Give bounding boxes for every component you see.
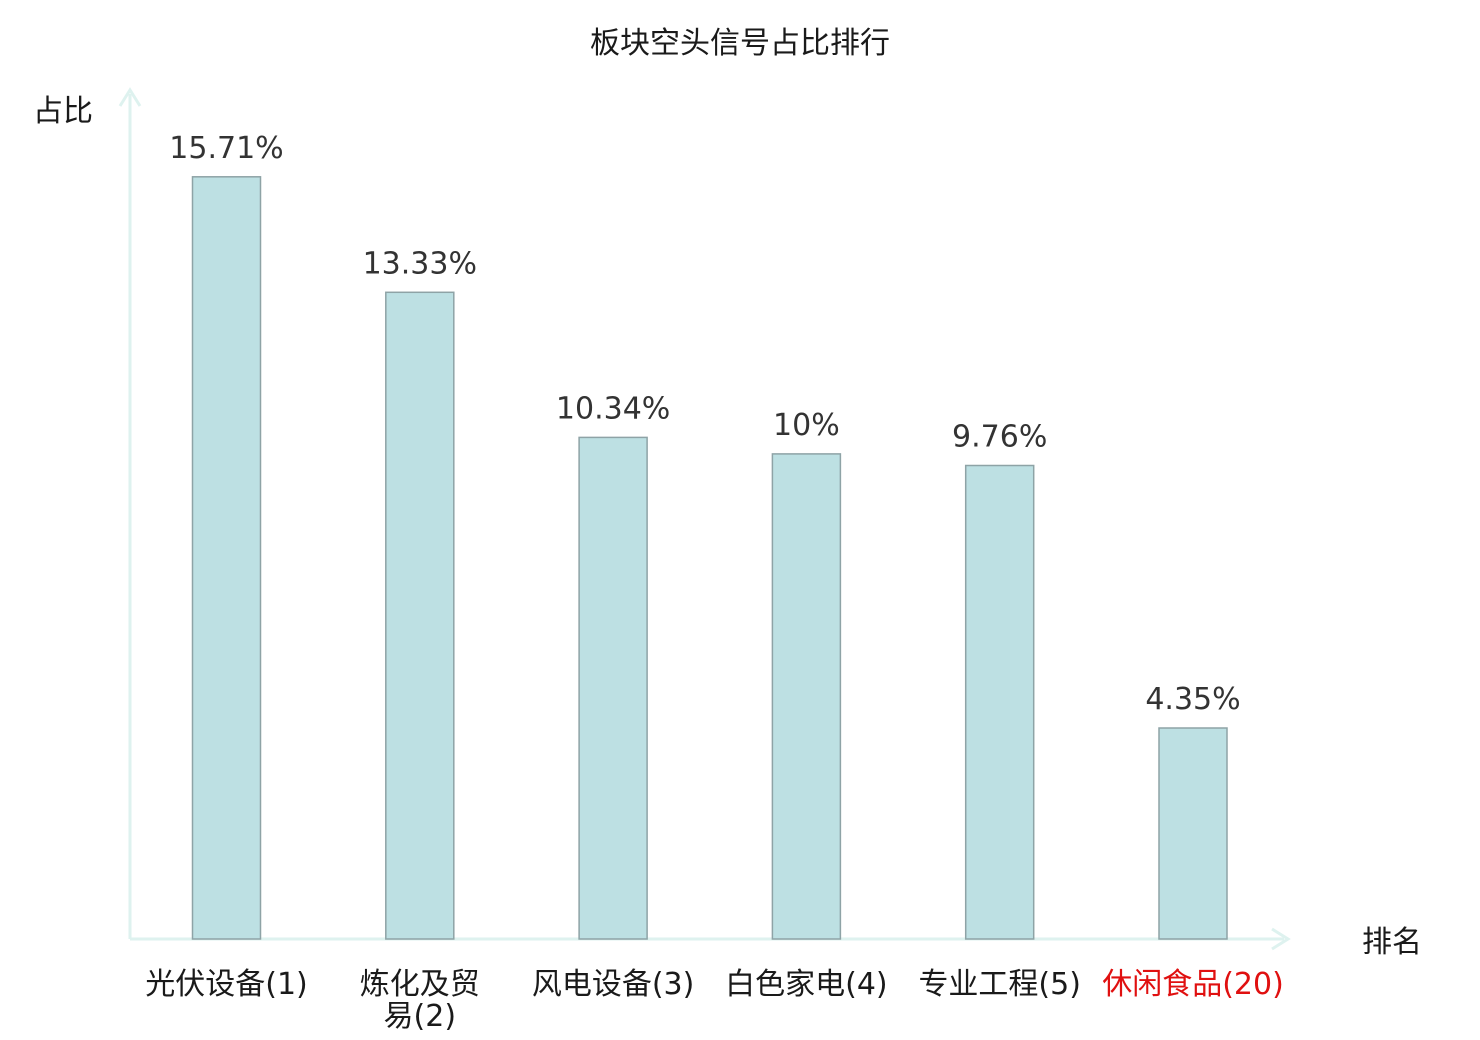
y-axis-label: 占比 [33, 94, 93, 129]
bar [191, 176, 262, 940]
category-label: 休闲食品(20) [1102, 967, 1284, 1002]
bar [385, 291, 455, 940]
bar [1158, 727, 1228, 940]
category-label: 易(2) [384, 999, 457, 1034]
value-label: 15.71% [169, 131, 283, 166]
category-label: 白色家电(4) [725, 967, 888, 1002]
category-label: 炼化及贸 [360, 967, 480, 1002]
x-axis-label: 排名 [1362, 925, 1422, 960]
bar [964, 464, 1035, 940]
bar [578, 436, 648, 940]
value-label: 9.76% [952, 420, 1047, 455]
value-label: 13.33% [363, 246, 477, 281]
bar [771, 453, 842, 940]
value-label: 10% [773, 408, 840, 443]
axes [118, 87, 1291, 951]
value-label: 4.35% [1145, 682, 1240, 717]
category-label: 专业工程(5) [918, 967, 1081, 1002]
x-axis-arrow [1271, 927, 1291, 951]
category-label: 光伏设备(1) [145, 967, 308, 1002]
y-axis-arrow [118, 87, 142, 107]
chart-title: 板块空头信号占比排行 [590, 26, 890, 61]
category-label: 风电设备(3) [532, 967, 695, 1002]
value-label: 10.34% [556, 391, 670, 426]
